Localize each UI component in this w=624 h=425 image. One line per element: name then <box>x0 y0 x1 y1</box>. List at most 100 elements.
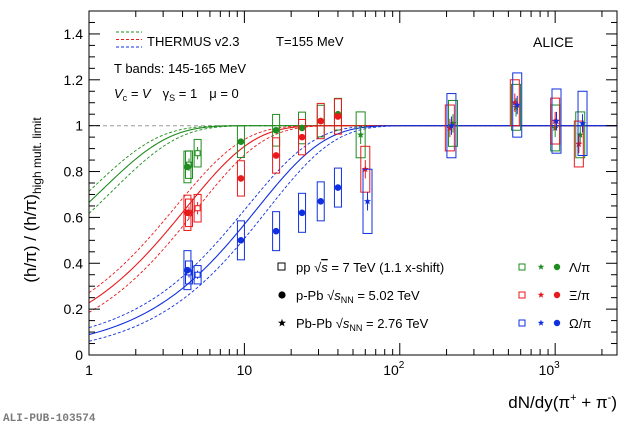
pbpb-syst-box <box>575 111 586 159</box>
ppb-marker <box>237 237 245 244</box>
ppb-syst-box <box>298 192 307 233</box>
y-tick-label: 1.4 <box>64 26 84 42</box>
ppb-marker <box>298 133 306 141</box>
pbpb-syst-box <box>447 99 458 147</box>
legend-species-star <box>537 319 545 326</box>
pp-marker <box>194 150 201 157</box>
ppb-marker <box>237 138 245 146</box>
plot-elements <box>88 72 617 342</box>
legend-system-ppb: p-Pb √sNN = 5.02 TeV <box>296 288 420 305</box>
legend-species-label: Ξ/π <box>569 288 590 303</box>
ppb-marker <box>334 113 342 120</box>
y-tick-label: 0.2 <box>64 301 84 317</box>
ppb-marker <box>298 124 306 132</box>
y-tick-label: 1 <box>75 118 83 134</box>
ppb-marker <box>272 126 280 134</box>
ppb-marker <box>237 175 245 182</box>
model-legend-label: THERMUS v2.3 <box>147 34 239 49</box>
watermark: ALI-PUB-103574 <box>3 413 96 425</box>
pbpb-marker <box>552 117 561 125</box>
legend-species-circle <box>553 263 561 271</box>
axes: 0 0.2 0.4 0.6 0.8 1 1.2 1.4 1 10 102 103 dN/dy(π+ + … <box>21 10 618 412</box>
y-tick-label: 0.4 <box>64 255 84 271</box>
model-band-lower-1f8c1f <box>88 125 617 214</box>
ppb-syst-box <box>183 194 192 231</box>
ppb-marker <box>184 209 191 217</box>
legend-species-square <box>518 319 526 327</box>
ppb-syst-box <box>316 181 325 222</box>
pp-syst-box <box>193 193 202 223</box>
model-curve-1f8c1f <box>88 125 617 203</box>
ppb-marker <box>272 152 280 159</box>
model-band-upper-1030e0 <box>88 125 617 329</box>
legend-system-pp: pp √s = 7 TeV (1.1 x-shift) <box>296 260 444 275</box>
ppb-syst-box <box>236 125 245 159</box>
ppb-marker <box>317 117 325 125</box>
model-curve-1030e0 <box>88 125 617 336</box>
ppb-marker <box>272 227 280 235</box>
ppb-marker <box>334 184 342 191</box>
y-axis-title-group: (h/π) / (h/π)high mult. limit <box>21 117 44 283</box>
legend-species-label: Ω/π <box>569 316 591 331</box>
experiment-label: ALICE <box>533 34 573 50</box>
pbpb-marker <box>511 98 519 106</box>
model-bands: T bands: 145-165 MeV <box>114 61 246 76</box>
pbpb-marker <box>447 121 455 129</box>
x-axis-title: dN/dy(π+ + π-) <box>508 392 617 412</box>
pbpb-marker <box>357 131 365 138</box>
pbpb-marker <box>513 101 521 109</box>
ppb-marker <box>317 198 325 205</box>
ppb-marker <box>184 163 191 171</box>
pbpb-marker <box>578 119 587 127</box>
ppb-syst-box <box>272 113 281 147</box>
pbpb-syst-box <box>577 90 588 156</box>
pbpb-marker <box>363 197 372 205</box>
ppb-syst-box <box>272 211 281 252</box>
model-curve-e8191b <box>88 125 617 304</box>
pbpb-syst-box <box>509 79 520 127</box>
legend-marker-star <box>278 318 286 327</box>
legend-species-label: Λ/π <box>569 260 590 275</box>
ppb-syst-box <box>316 102 325 140</box>
model-temperature: T=155 MeV <box>276 34 344 49</box>
pbpb-marker <box>449 119 457 127</box>
ppb-marker <box>184 266 191 274</box>
pbpb-syst-box <box>550 97 561 145</box>
y-tick-label: 1.2 <box>64 72 84 88</box>
ppb-marker <box>298 209 306 217</box>
legend-marker-open-square <box>277 262 286 271</box>
model-band-lower-1030e0 <box>88 125 617 342</box>
ppb-syst-box <box>183 150 192 184</box>
pbpb-syst-box <box>362 168 373 234</box>
legend-species-star <box>537 263 545 270</box>
ppb-syst-box <box>272 137 281 174</box>
ppb-syst-box <box>236 220 245 261</box>
y-axis-title: (h/π) / (h/π)high mult. limit <box>21 117 44 283</box>
x-tick-label: 103 <box>539 360 561 378</box>
legend-marker-filled-circle <box>278 291 286 299</box>
x-tick-label: 102 <box>383 360 405 378</box>
ppb-syst-box <box>333 167 342 208</box>
model-band-lower-e8191b <box>88 125 617 313</box>
legend-species-square <box>518 263 526 271</box>
pp-syst-box <box>193 265 202 285</box>
legend-species-circle <box>553 319 561 327</box>
pbpb-syst-box <box>573 120 584 168</box>
ppb-syst-box <box>298 118 307 156</box>
legend-system-pbpb: Pb-Pb √sNN = 2.76 TeV <box>296 316 429 333</box>
y-tick-label: 0.8 <box>64 164 84 180</box>
text-labels: THERMUS v2.3 T=155 MeV T bands: 145-165 … <box>3 34 573 425</box>
pbpb-syst-box <box>444 104 455 152</box>
x-tick-label: 10 <box>237 362 253 378</box>
pbpb-syst-box <box>551 88 562 154</box>
ppb-syst-box <box>236 160 245 197</box>
pp-marker <box>194 205 201 212</box>
ppb-syst-box <box>333 98 342 135</box>
ppb-syst-box <box>183 250 192 291</box>
model-band-upper-1f8c1f <box>88 125 617 192</box>
legend-species-circle <box>553 291 561 299</box>
pbpb-syst-box <box>446 93 457 159</box>
pp-marker <box>194 271 201 278</box>
